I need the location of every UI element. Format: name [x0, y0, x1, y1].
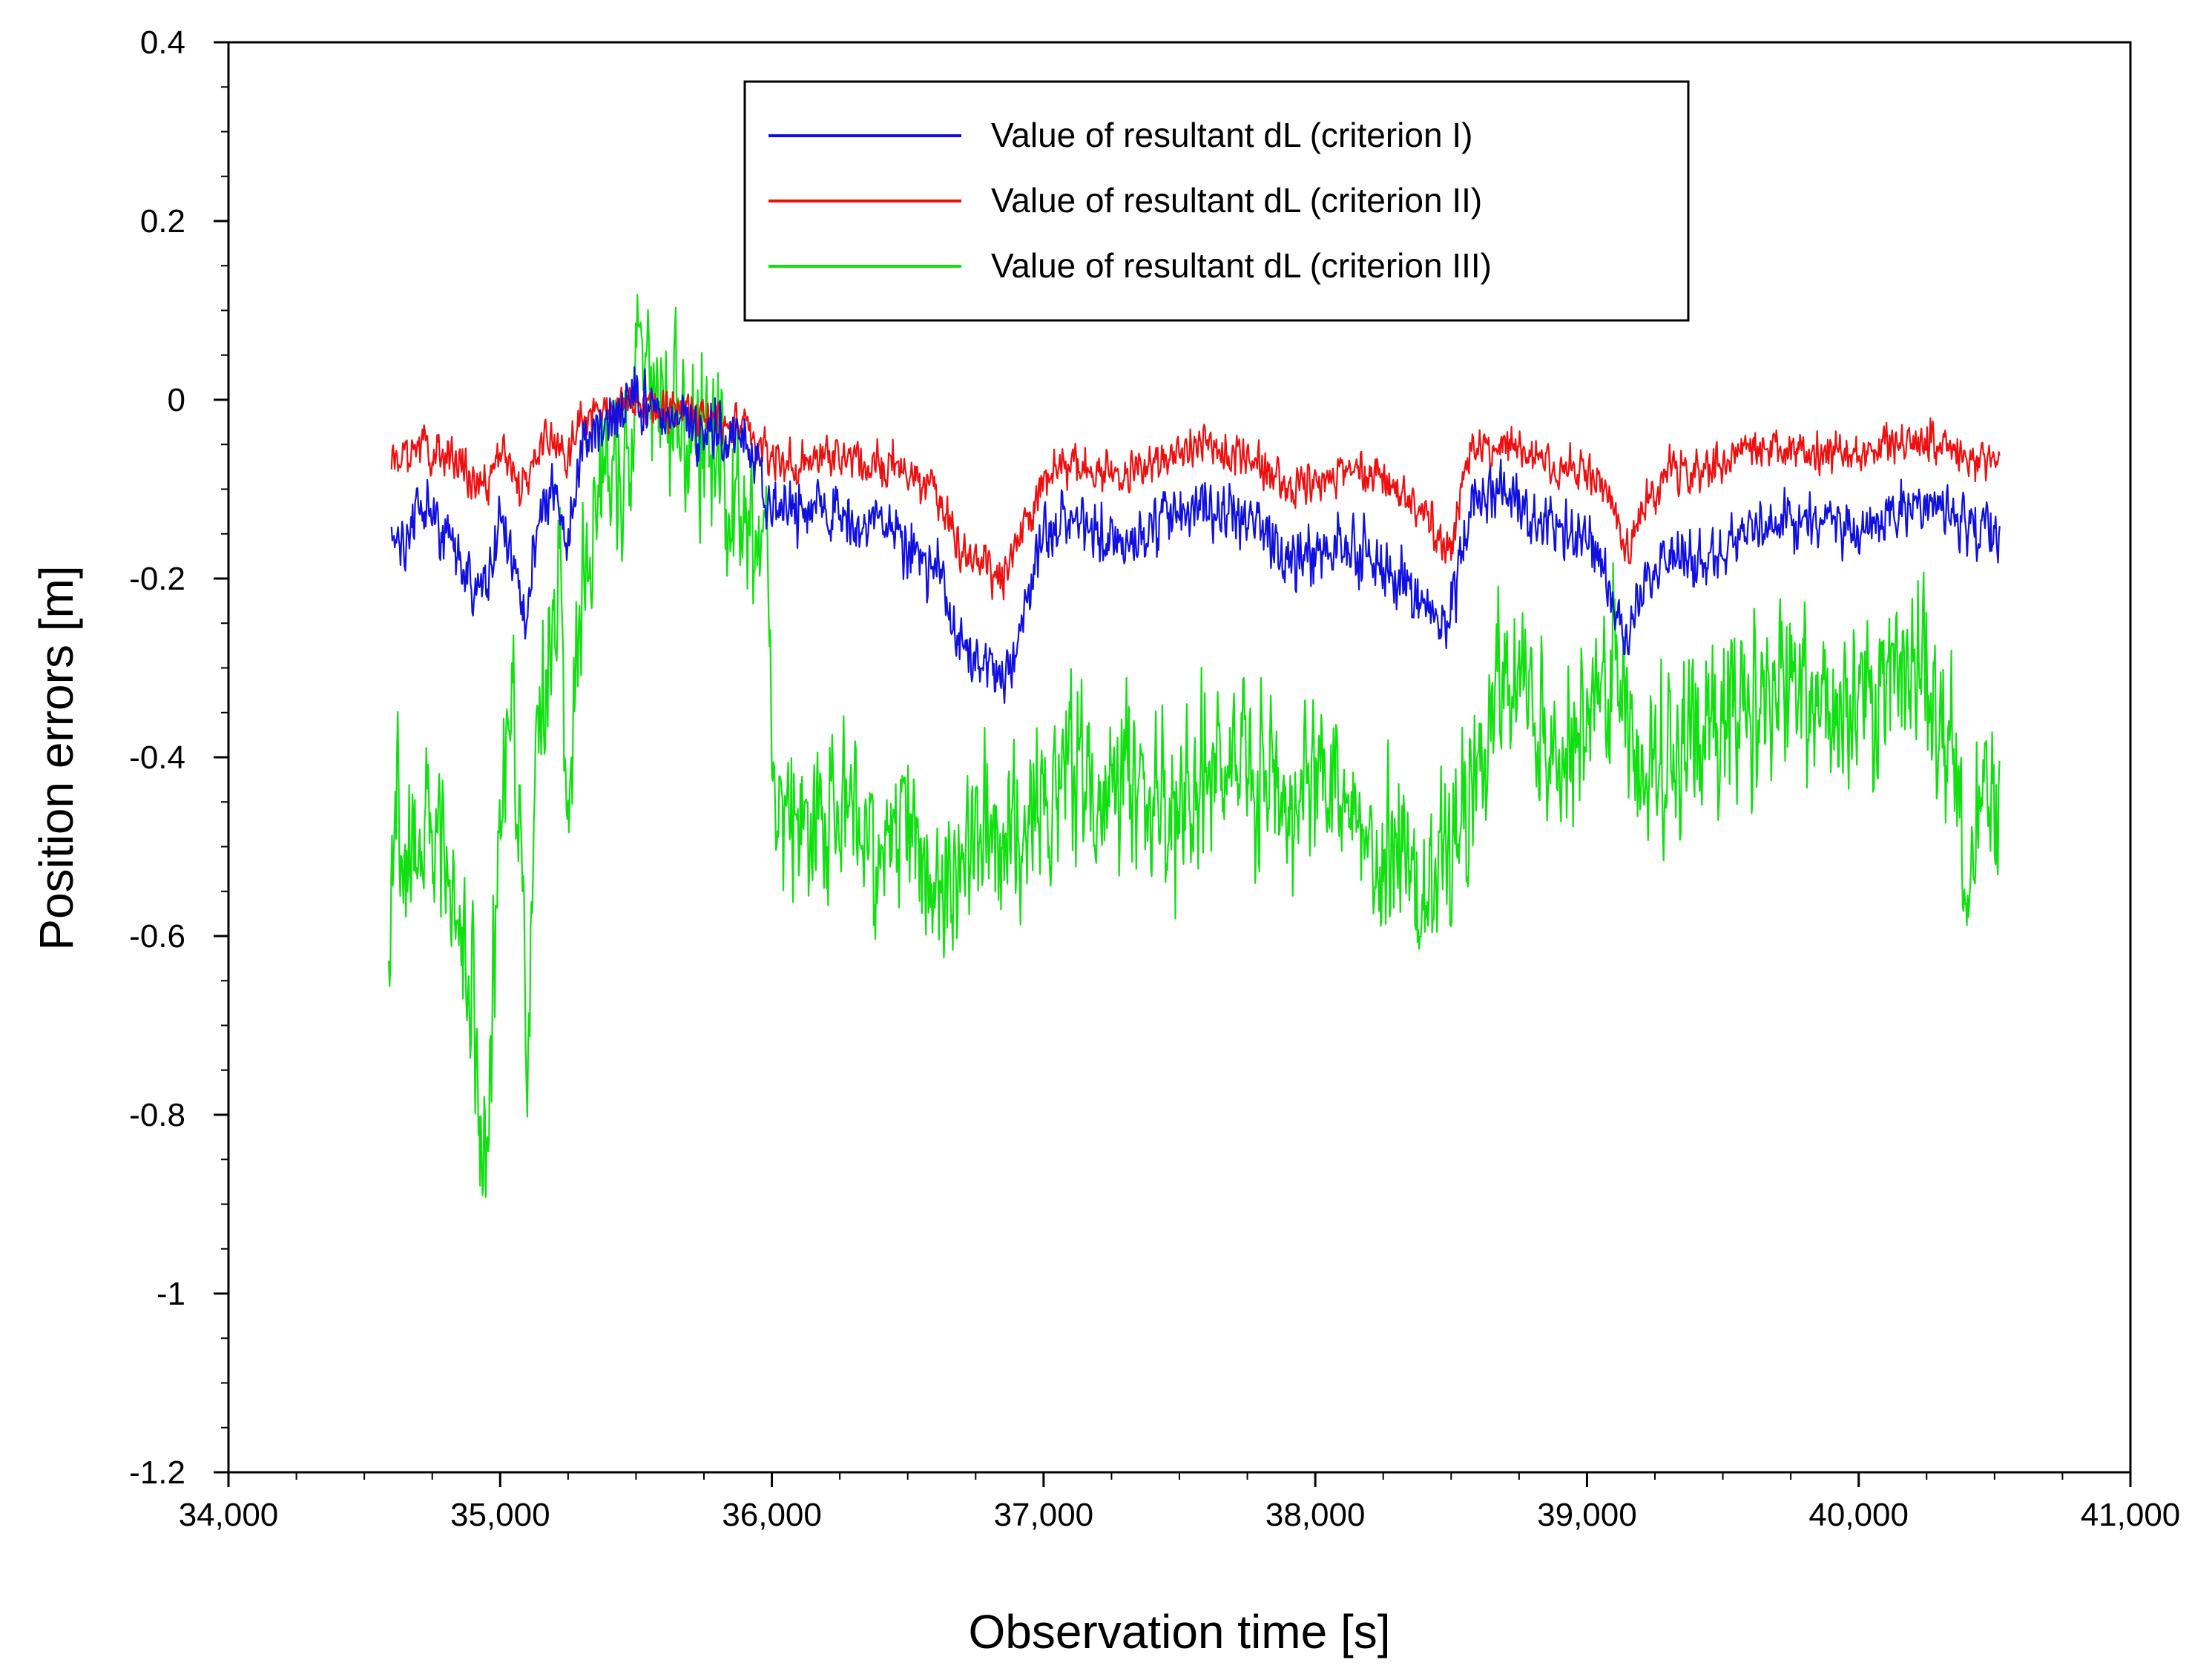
x-tick-label: 38,000: [1265, 1497, 1366, 1533]
series-line-criterion-1: [390, 366, 2001, 704]
series-group: [388, 294, 2001, 1198]
y-tick-label: -1: [157, 1276, 185, 1312]
series-line-criterion-3: [388, 294, 2001, 1198]
legend: Value of resultant dL (criterion I) Valu…: [743, 80, 1690, 322]
legend-label-criterion-2: Value of resultant dL (criterion II): [991, 181, 1482, 220]
x-tick-label: 39,000: [1537, 1497, 1637, 1533]
x-tick-label: 41,000: [2081, 1497, 2181, 1533]
x-tick-label: 36,000: [722, 1497, 822, 1533]
legend-label-criterion-1: Value of resultant dL (criterion I): [991, 116, 1472, 154]
legend-label-criterion-3: Value of resultant dL (criterion III): [991, 246, 1492, 285]
y-tick-label: -0.8: [129, 1097, 185, 1133]
y-tick-label: 0: [168, 382, 185, 418]
y-tick-label: -0.2: [129, 561, 185, 597]
y-axis-title: Position errors [m]: [30, 565, 83, 950]
y-tick-label: -0.4: [129, 739, 185, 776]
y-tick-label: -0.6: [129, 918, 185, 955]
y-tick-label: -1.2: [129, 1454, 185, 1491]
x-tick-label: 40,000: [1808, 1497, 1909, 1533]
y-tick-label: 0.2: [140, 203, 185, 240]
x-tick-label: 34,000: [179, 1497, 279, 1533]
x-tick-label: 35,000: [450, 1497, 550, 1533]
x-tick-label: 37,000: [994, 1497, 1094, 1533]
axis-ticks: 34,000 35,000 36,000 37,000 38,000 39,000 40,0…: [129, 24, 2180, 1533]
y-tick-label: 0.4: [140, 24, 185, 61]
x-axis-title: Observation time [s]: [968, 1605, 1390, 1658]
